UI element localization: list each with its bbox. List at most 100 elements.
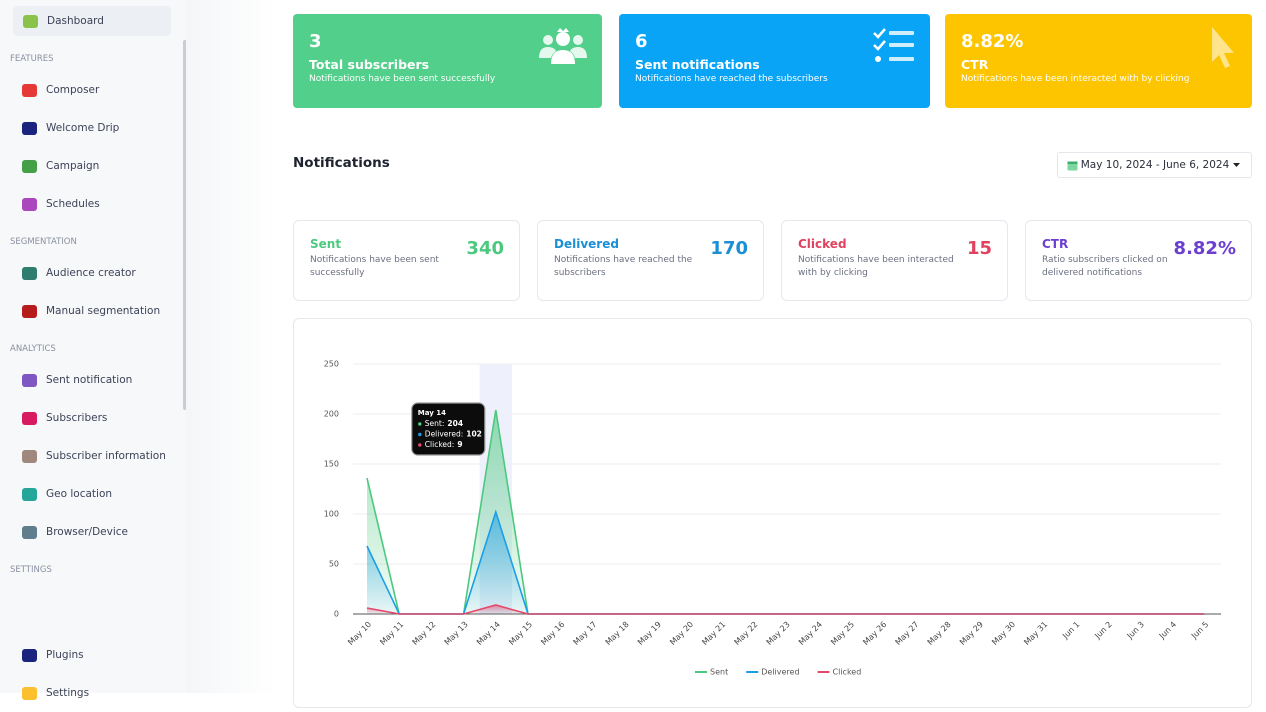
card-title: Total subscribers [309,57,430,72]
stat-value: 15 [966,238,992,259]
nav-label: Audience creator [46,267,136,279]
x-tick-label: May 10 [346,620,373,647]
nav-item[interactable]: Browser/Device [0,513,186,551]
nav-icon [22,197,37,211]
nav-icon [22,304,37,318]
x-tick-label: May 16 [539,620,566,647]
nav-icon [22,121,37,135]
nav-label: Schedules [46,198,100,210]
nav-label: Campaign [46,160,100,172]
nav-label: Composer [46,84,100,96]
section-title: Notifications [293,155,390,171]
nav-item[interactable]: Campaign [0,147,186,185]
stat-card: Sent Notifications have been sent succes… [293,220,520,301]
tooltip-label: Sent: [425,419,445,428]
y-tick-label: 200 [324,410,339,419]
card-icon [873,28,914,62]
tooltip: May 14 Sent: 204 Delivered: 102 Clicked: 9 [411,402,486,456]
date-range-text: May 10, 2024 - June 6, 2024 [1080,159,1230,171]
x-tick-label: May 13 [443,620,470,647]
x-tick-label: Jun 3 [1125,620,1146,641]
tooltip-label: Clicked: [425,440,455,449]
y-tick-label: 0 [334,610,339,619]
x-tick-label: Jun 2 [1092,620,1113,641]
card-value: 3 [309,31,322,52]
stat-label: Sent [310,237,342,251]
x-tick-label: May 28 [926,620,953,647]
calendar-icon [1067,161,1078,170]
nav-label: Dashboard [47,15,104,27]
card-subtitle: Notifications have been interacted with … [961,74,1190,84]
stat-description: Ratio subscribers clicked on delivered n… [1042,255,1168,278]
nav-label: Subscriber information [46,450,166,462]
nav-icon [22,487,37,501]
nav-item[interactable]: Dashboard [13,6,171,36]
nav-icon [22,411,37,425]
summary-card: 6 Sent notifications Notifications have … [619,14,930,108]
x-tick-label: May 31 [1022,620,1049,647]
nav-item[interactable]: Composer [0,71,186,109]
nav-item[interactable]: Audience creator [0,254,186,292]
tooltip-label: Delivered: [425,430,463,439]
y-tick-label: 50 [329,560,339,569]
nav-label: Geo location [46,488,113,500]
nav-section-title: SEGMENTATION [10,237,77,247]
nav-item[interactable]: Manual segmentation [0,292,186,330]
card-icon [539,28,587,64]
x-tick-label: May 24 [797,620,824,647]
nav-item[interactable]: Plugins [0,636,186,674]
x-tick-label: May 14 [475,620,502,647]
x-tick-label: May 18 [604,620,631,647]
stat-label: Clicked [798,237,847,251]
nav-section-title: ANALYTICS [10,344,56,354]
card-title: Sent notifications [635,57,760,72]
nav-section-title: FEATURES [10,54,54,64]
x-tick-label: May 22 [733,620,760,647]
nav-item[interactable]: Subscriber information [0,437,186,475]
scrollbar[interactable] [183,40,187,410]
x-tick-label: May 15 [507,620,534,647]
x-tick-label: Jun 5 [1189,620,1210,641]
stat-label: CTR [1042,237,1069,251]
nav-item[interactable]: Settings [0,674,186,712]
tooltip-box [411,402,486,456]
tooltip-value: 204 [447,419,463,428]
nav-item[interactable]: Welcome Drip [0,109,186,147]
nav-item[interactable]: Schedules [0,185,186,223]
x-tick-label: May 27 [894,620,921,647]
x-tick-label: May 20 [668,620,695,647]
nav-label: Settings [46,687,90,699]
main-background [186,0,276,693]
nav-icon [22,449,37,463]
y-tick-label: 100 [324,510,339,519]
y-tick-label: 250 [324,360,339,369]
stat-description: Notifications have been interacted with … [798,255,954,278]
tooltip-dot [418,422,422,426]
x-tick-label: May 25 [829,620,856,647]
nav-icon [22,83,37,97]
stat-value: 170 [710,238,748,259]
summary-card: 8.82% CTR Notifications have been intera… [945,14,1252,108]
sidebar-bottom: Plugins Settings [0,636,186,712]
nav-label: Subscribers [46,412,108,424]
stat-card: CTR Ratio subscribers clicked on deliver… [1025,220,1252,301]
nav-item[interactable]: Geo location [0,475,186,513]
nav-icon [22,373,37,387]
x-tick-label: Jun 4 [1157,620,1178,641]
nav-label: Sent notification [46,374,133,386]
card-subtitle: Notifications have reached the subscribe… [635,74,828,84]
nav-icon [22,648,37,662]
nav-icon [22,525,37,539]
nav-item[interactable]: Sent notification [0,361,186,399]
date-range-picker[interactable]: May 10, 2024 - June 6, 2024 [1057,152,1252,178]
tooltip-value: 102 [466,430,482,439]
sidebar: Dashboard FEATURES Composer Welcome Drip Cam… [0,0,186,700]
nav-icon [22,686,37,700]
x-tick-label: May 23 [765,620,792,647]
x-tick-label: May 26 [861,620,888,647]
x-tick-label: May 11 [378,620,405,647]
nav-item[interactable]: Subscribers [0,399,186,437]
x-tick-label: May 29 [958,620,985,647]
